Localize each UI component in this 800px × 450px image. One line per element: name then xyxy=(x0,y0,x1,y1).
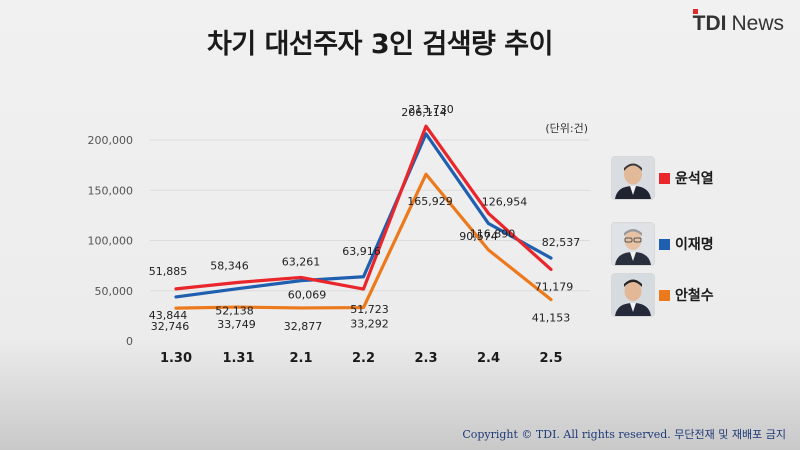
brand-logo: TDI News xyxy=(692,9,784,36)
portrait-yoon-icon xyxy=(612,157,654,199)
copyright-footer: Copyright © TDI. All rights reserved. 무단… xyxy=(462,428,786,441)
data-label-lee: 63,916 xyxy=(342,245,381,258)
y-tick-label: 100,000 xyxy=(88,235,134,248)
portrait-ahn xyxy=(612,274,654,316)
legend-swatch-yoon xyxy=(659,172,670,184)
portrait-yoon xyxy=(612,157,654,199)
legend-swatch-lee xyxy=(659,238,670,250)
y-tick-label: 200,000 xyxy=(88,134,134,147)
legend-label-lee: 이재명 xyxy=(675,237,714,253)
logo-accent-dot xyxy=(692,9,698,14)
x-tick-label: 2.4 xyxy=(477,351,500,366)
legend-item-yoon: 윤석열 xyxy=(612,153,714,203)
data-label-ahn: 32,877 xyxy=(284,320,323,333)
data-label-yoon: 71,179 xyxy=(535,280,574,293)
brand-logo-part2: News xyxy=(731,12,784,35)
data-label-ahn: 165,929 xyxy=(407,195,453,208)
data-label-lee: 116,890 xyxy=(470,228,516,241)
series-line-lee xyxy=(174,132,553,299)
chart-title: 차기 대선주자 3인 검색량 추이 xyxy=(207,29,553,60)
unit-label: (단위:건) xyxy=(545,122,588,135)
data-label-yoon: 213,730 xyxy=(408,103,454,116)
legend-label-yoon: 윤석열 xyxy=(675,171,714,187)
portrait-lee-icon xyxy=(612,223,654,265)
series-line-yoon xyxy=(174,124,553,291)
y-tick-label: 150,000 xyxy=(88,184,134,197)
data-label-lee: 206,114 xyxy=(401,106,447,119)
x-tick-label: 2.2 xyxy=(352,351,375,366)
data-label-lee: 43,844 xyxy=(149,309,188,322)
data-label-lee: 60,069 xyxy=(288,289,327,302)
data-label-yoon: 51,723 xyxy=(350,303,389,316)
data-label-ahn: 33,749 xyxy=(217,318,256,331)
x-tick-label: 2.5 xyxy=(539,351,562,366)
data-label-lee: 82,537 xyxy=(542,236,581,249)
data-label-yoon: 51,885 xyxy=(149,265,188,278)
legend-label-ahn: 안철수 xyxy=(675,288,714,304)
y-tick-label: 50,000 xyxy=(95,285,134,298)
legend-swatch-ahn xyxy=(659,289,670,301)
portrait-lee xyxy=(612,223,654,265)
data-label-ahn: 33,292 xyxy=(350,318,389,331)
legend-item-lee: 이재명 xyxy=(612,219,714,269)
y-tick-label: 0 xyxy=(126,335,133,348)
x-tick-label: 1.30 xyxy=(160,351,192,366)
brand-logo-part1: TDI xyxy=(692,12,727,35)
data-label-yoon: 63,261 xyxy=(282,255,321,268)
data-label-ahn: 41,153 xyxy=(532,312,571,325)
data-label-ahn: 90,574 xyxy=(459,230,498,243)
data-label-yoon: 58,346 xyxy=(210,259,249,272)
x-tick-label: 1.31 xyxy=(222,351,254,366)
x-tick-label: 2.3 xyxy=(414,351,437,366)
series-line-ahn xyxy=(174,172,553,310)
data-label-lee: 52,138 xyxy=(215,305,254,318)
data-label-yoon: 126,954 xyxy=(482,195,528,208)
portrait-ahn-icon xyxy=(612,274,654,316)
legend-item-ahn: 안철수 xyxy=(612,270,714,320)
data-label-ahn: 32,746 xyxy=(151,320,190,333)
x-tick-label: 2.1 xyxy=(289,351,312,366)
